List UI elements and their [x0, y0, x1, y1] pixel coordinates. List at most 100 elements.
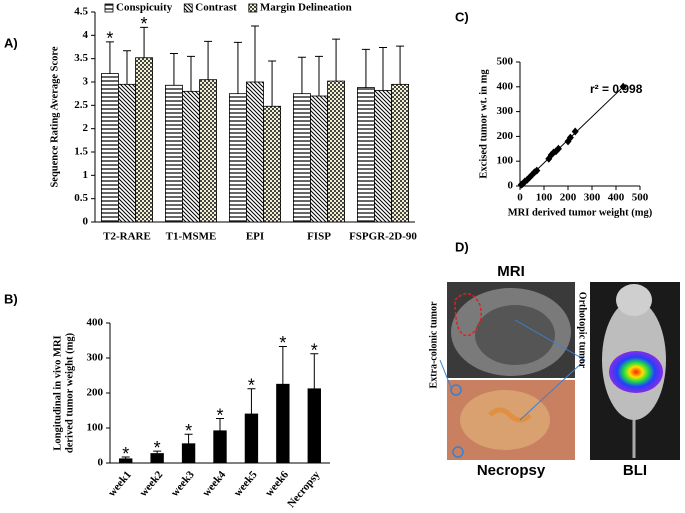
arrow: [519, 359, 586, 421]
x-tick-label: week4: [200, 468, 228, 499]
significance-marker: *: [122, 444, 129, 464]
error-bar: [251, 25, 259, 82]
y-tick-label: 1.5: [74, 146, 88, 158]
error-bar: [169, 53, 178, 86]
error-bar: [204, 40, 213, 80]
error-bar: [105, 41, 114, 74]
x-axis-label: MRI derived tumor weight (mg): [508, 207, 653, 218]
bar: [118, 83, 136, 223]
error-bar: [140, 26, 149, 58]
y-tick-label: 3.5: [74, 52, 88, 64]
error-bar: [310, 353, 319, 389]
y-tick-label: 0.5: [74, 192, 88, 204]
panel-label: D): [455, 239, 469, 254]
y-tick-label: 2: [83, 122, 89, 134]
y-tick-label: 400: [87, 317, 104, 329]
bar: [374, 90, 392, 223]
bar: [310, 95, 328, 223]
bar: [164, 84, 183, 223]
bar: [244, 413, 259, 464]
bli-image: [590, 282, 680, 460]
x-tick-label: week6: [263, 468, 291, 499]
error-bar: [184, 433, 193, 444]
x-tick-label: 0: [517, 192, 523, 204]
panel-label: C): [455, 9, 469, 24]
bar: [292, 93, 311, 223]
annotation: r² = 0.998: [590, 82, 643, 96]
x-tick-label: FISP: [307, 231, 331, 243]
y-tick-label: 1: [83, 169, 89, 181]
x-tick-label: week2: [137, 468, 165, 499]
point: [566, 133, 574, 142]
error-bar: [396, 45, 405, 85]
error-bar: [121, 456, 130, 459]
point: [533, 166, 541, 175]
y-tick-label: 300: [497, 105, 514, 117]
y-axis-label: Sequence Rating Average Score: [49, 46, 60, 187]
x-tick-label: T1-MSME: [166, 231, 217, 243]
bar: [327, 80, 345, 223]
necropsy-image: [447, 380, 575, 460]
bar: [307, 388, 321, 464]
bar: [228, 93, 247, 223]
x-tick-label: 400: [608, 192, 625, 204]
significance-marker: *: [106, 29, 113, 49]
error-bar: [123, 50, 131, 85]
y-tick-label: 400: [497, 80, 514, 92]
image-label: Necropsy: [477, 462, 546, 479]
x-tick-label: EPI: [246, 231, 264, 243]
significance-marker: *: [311, 341, 318, 361]
error-bar: [153, 450, 162, 454]
significance-marker: *: [185, 421, 192, 441]
x-tick-label: week1: [106, 469, 134, 499]
bar: [182, 90, 200, 223]
legend-label: Contrast: [195, 2, 237, 14]
significance-marker: *: [216, 405, 223, 425]
error-bar: [361, 48, 370, 88]
error-bar: [187, 55, 195, 92]
image-label: BLI: [623, 462, 647, 479]
legend-label: Conspicuity: [116, 2, 173, 14]
error-bar: [379, 46, 387, 91]
image-label: MRI: [497, 263, 525, 280]
y-tick-label: 0: [98, 457, 104, 469]
bar: [263, 105, 281, 223]
y-tick-label: 4.5: [74, 6, 88, 18]
mri-image: [447, 282, 575, 378]
bar: [276, 383, 290, 464]
significance-marker: *: [279, 333, 286, 353]
y-tick-label: 4: [83, 29, 89, 41]
y-axis-label: Excised tumor wt. in mg: [478, 69, 489, 179]
bar: [213, 430, 227, 464]
significance-marker: *: [141, 14, 148, 34]
legend-label: Margin Delineation: [260, 2, 352, 14]
x-tick-label: FSPGR-2D-90: [349, 231, 417, 243]
error-bar: [315, 55, 323, 96]
x-tick-label: Necropsy: [285, 468, 323, 510]
error-bar: [332, 38, 341, 82]
significance-marker: *: [248, 376, 255, 396]
y-tick-label: 200: [497, 130, 514, 142]
arrow: [439, 359, 453, 391]
legend-swatch: [248, 3, 258, 13]
y-tick-label: 0: [83, 216, 89, 228]
x-tick-label: T2-RARE: [103, 231, 151, 243]
x-tick-label: week5: [232, 468, 260, 499]
bar: [356, 87, 375, 223]
bar: [199, 79, 218, 223]
annotation: Orthotopic tumor: [577, 292, 588, 369]
panel-label: B): [4, 291, 18, 306]
legend-swatch: [104, 3, 114, 13]
x-tick-label: 500: [632, 192, 649, 204]
bar: [101, 73, 119, 223]
y-axis-label: derived tumor weight (mg): [64, 332, 75, 453]
error-bar: [216, 418, 224, 431]
x-tick-label: week3: [169, 468, 197, 499]
point: [554, 144, 562, 153]
y-tick-label: 100: [497, 155, 514, 167]
error-bar: [297, 56, 306, 94]
bar: [135, 57, 154, 223]
y-tick-label: 500: [497, 56, 514, 68]
y-axis-label: Longitudinal in vivo MRI: [52, 335, 63, 450]
